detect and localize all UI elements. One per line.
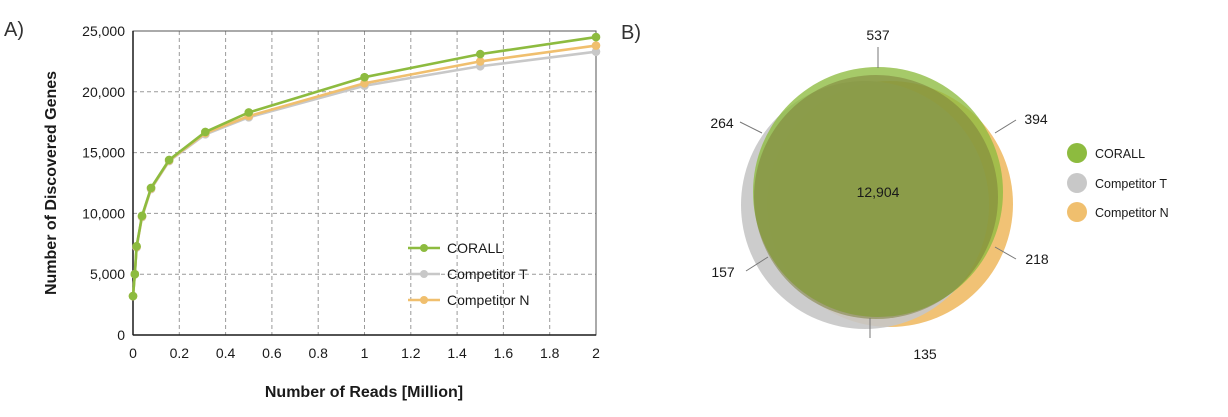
y-tick-label: 15,000 [82,145,125,161]
venn-core-overlap [754,75,998,319]
venn-diagram: 12,904 537 264 394 157 218 135 CORALL Co… [710,27,1168,362]
legend-label-competitor-n: Competitor N [447,292,529,308]
y-tick-label: 0 [117,327,125,343]
x-tick-label: 0.6 [262,345,282,361]
leader-157 [745,256,769,272]
venn-count-t-and-n: 135 [913,346,937,362]
point-competitor-n [591,41,601,50]
x-tick-label: 1.4 [447,345,467,361]
x-tick-label: 0.4 [216,345,236,361]
series-corall [128,32,601,301]
y-tick-label: 5,000 [90,266,125,282]
legend: CORALL Competitor T Competitor N [408,240,529,308]
point-competitor-t [591,47,601,56]
point-corall [201,127,210,137]
venn-legend-swatch-corall [1067,143,1087,163]
panel-b-label: B) [621,22,641,44]
legend-marker-corall [420,244,428,252]
line-chart: 0 0.2 0.4 0.6 0.8 1 1.2 1.4 1.6 1.8 2 0 5,000 10,000 1… [43,23,601,401]
venn-count-corall-only: 537 [866,27,890,43]
x-tick-label: 1.2 [401,345,421,361]
point-corall [128,291,138,301]
series-layer [128,32,601,301]
x-tick-label: 2 [592,345,600,361]
legend-marker-competitor-t [420,270,428,278]
point-corall [130,269,140,279]
y-tick-label: 20,000 [82,84,125,100]
venn-legend-label-competitor-t: Competitor T [1095,177,1167,191]
point-corall [475,49,485,59]
point-corall [360,72,369,82]
y-tick-label: 10,000 [82,205,125,221]
venn-count-all-three: 12,904 [857,184,900,200]
leader-218 [994,246,1017,260]
venn-legend-swatch-competitor-n [1067,202,1087,222]
legend-label-competitor-t: Competitor T [447,266,528,282]
point-corall [164,155,174,165]
point-competitor-n [475,57,485,66]
legend-label-corall: CORALL [447,240,503,256]
venn-legend-label-corall: CORALL [1095,147,1145,161]
point-corall [132,241,141,251]
venn-legend-swatch-competitor-t [1067,173,1087,193]
y-axis-title: Number of Discovered Genes [43,71,60,295]
venn-count-corall-and-t: 264 [710,115,734,131]
leader-264 [739,121,763,134]
panel-a-label: A) [4,19,24,41]
tick-labels: 0 0.2 0.4 0.6 0.8 1 1.2 1.4 1.6 1.8 2 0 5,000 10,000 1… [82,23,600,361]
point-competitor-n [360,78,369,88]
venn-count-corall-and-n: 394 [1024,111,1048,127]
venn-legend-label-competitor-n: Competitor N [1095,206,1169,220]
point-corall [146,183,156,193]
point-corall [244,108,254,117]
x-tick-label: 0.2 [170,345,190,361]
x-tick-label: 0.8 [308,345,328,361]
venn-count-n-only: 218 [1025,251,1049,267]
leader-394 [994,119,1017,134]
x-tick-label: 1.8 [540,345,560,361]
venn-legend: CORALL Competitor T Competitor N [1067,143,1169,222]
x-tick-label: 1 [361,345,369,361]
point-corall [137,211,147,221]
y-tick-label: 25,000 [82,23,125,39]
x-axis-title: Number of Reads [Million] [265,384,463,401]
x-tick-label: 1.6 [494,345,514,361]
venn-count-t-only: 157 [711,264,735,280]
legend-marker-competitor-n [420,296,428,304]
point-corall [591,32,601,42]
x-tick-label: 0 [129,345,137,361]
